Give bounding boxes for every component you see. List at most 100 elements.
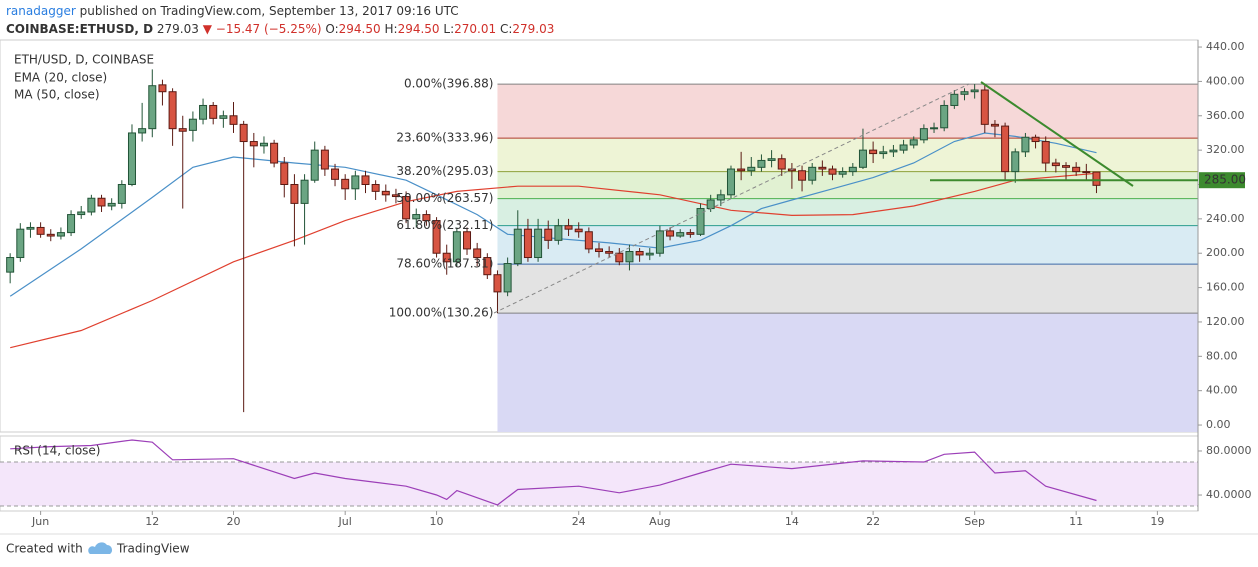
fib-band (497, 138, 1198, 172)
y-tick-label: 360.00 (1206, 109, 1245, 122)
candle-body (493, 274, 502, 293)
candle-body (940, 104, 949, 129)
candle-body (655, 230, 664, 254)
candle-body (777, 158, 786, 170)
quote-line: COINBASE:ETHUSD, D 279.03 ▼ −15.47 (−5.2… (6, 22, 554, 36)
ohlc-key: L: (443, 22, 454, 36)
fib-band (497, 313, 1198, 432)
candle-body (117, 183, 126, 204)
candle-body (239, 123, 248, 143)
candle-body (26, 226, 35, 230)
candle-body (879, 151, 888, 155)
y-tick-label: 160.00 (1206, 281, 1245, 294)
candle-body (351, 175, 360, 190)
y-tick-label: 440.00 (1206, 40, 1245, 53)
x-tick-label: Aug (649, 515, 670, 528)
candle-body (422, 214, 431, 222)
candle-body (635, 251, 644, 256)
candle-body (249, 141, 258, 147)
candle-body (828, 168, 837, 175)
y-tick-label: 320.00 (1206, 143, 1245, 156)
rsi-tick-label: 80.0000 (1206, 444, 1252, 457)
candle-body (107, 202, 116, 207)
candle-body (229, 115, 238, 125)
x-tick-label: 22 (866, 515, 880, 528)
fib-label: 50.00%(263.57) (396, 191, 493, 205)
candle-body (838, 171, 847, 175)
candle-body (1072, 166, 1081, 173)
candle-body (990, 123, 999, 127)
y-tick-label: 40.00 (1206, 384, 1238, 397)
ohlc-key: H: (384, 22, 397, 36)
candle-body (534, 228, 543, 259)
fib-label: 38.20%(295.03) (396, 164, 493, 178)
candle-body (686, 232, 695, 235)
legend-title: ETH/USD, D, COINBASE (14, 53, 154, 67)
ohlc-value: 270.01 (454, 22, 496, 36)
x-tick-label: 10 (430, 515, 444, 528)
symbol: COINBASE:ETHUSD, D (6, 22, 153, 36)
rsi-band (0, 461, 1198, 507)
candle-body (402, 196, 411, 220)
fib-label: 78.60%(187.31) (396, 257, 493, 271)
candle-body (483, 257, 492, 276)
author[interactable]: ranadagger (6, 4, 76, 18)
candle-body (310, 149, 319, 181)
change: −15.47 (−5.25%) (216, 22, 322, 36)
y-tick-label: 120.00 (1206, 315, 1245, 328)
candle-body (869, 149, 878, 155)
candle-body (442, 252, 451, 263)
y-tick-label: 400.00 (1206, 74, 1245, 87)
candle-body (331, 168, 340, 180)
candle-body (595, 248, 603, 253)
candle-body (67, 214, 76, 234)
candle-body (87, 197, 96, 213)
candle-body (858, 149, 867, 168)
candle-body (950, 93, 959, 106)
candle-body (36, 226, 45, 235)
candle-body (1051, 162, 1060, 167)
fib-band (497, 198, 1198, 226)
candle-body (209, 104, 218, 119)
candle-body (899, 144, 908, 151)
candle-body (341, 178, 350, 190)
candle-body (625, 251, 634, 263)
published: published on TradingView.com, September … (80, 4, 459, 18)
candle-body (716, 194, 725, 201)
ma-line (10, 172, 1097, 349)
x-tick-label: 12 (145, 515, 159, 528)
price-tag (1199, 172, 1245, 189)
candle-body (259, 142, 268, 147)
candle-body (16, 228, 25, 259)
legend-entry: MA (50, close) (14, 88, 100, 102)
x-tick-label: Sep (964, 515, 985, 528)
candle-body (188, 118, 197, 131)
candle-body (919, 128, 928, 141)
x-tick-label: 20 (227, 515, 241, 528)
candle-body (574, 228, 583, 233)
candle-body (615, 252, 624, 263)
candle-body (696, 208, 705, 235)
x-tick-label: 14 (785, 515, 799, 528)
last: 279.03 (157, 22, 199, 36)
candle-body (6, 257, 15, 273)
x-tick-label: Jul (338, 515, 352, 528)
candle-body (970, 89, 979, 93)
ohlc-value: 294.50 (339, 22, 381, 36)
candle-body (666, 230, 675, 237)
candle-body (361, 175, 370, 185)
candle-body (808, 166, 817, 181)
candle-body (127, 132, 136, 185)
candle-body (280, 162, 289, 185)
ohlc-value: 294.50 (398, 22, 440, 36)
candle-body (513, 228, 522, 265)
x-tick-label: 19 (1150, 515, 1164, 528)
candle-body (798, 170, 807, 181)
footer-brand[interactable]: TradingView (116, 542, 190, 556)
fib-label: 0.00%(396.88) (404, 77, 493, 91)
candle-body (97, 197, 106, 207)
candle-body (544, 228, 553, 241)
candle-body (889, 149, 898, 153)
